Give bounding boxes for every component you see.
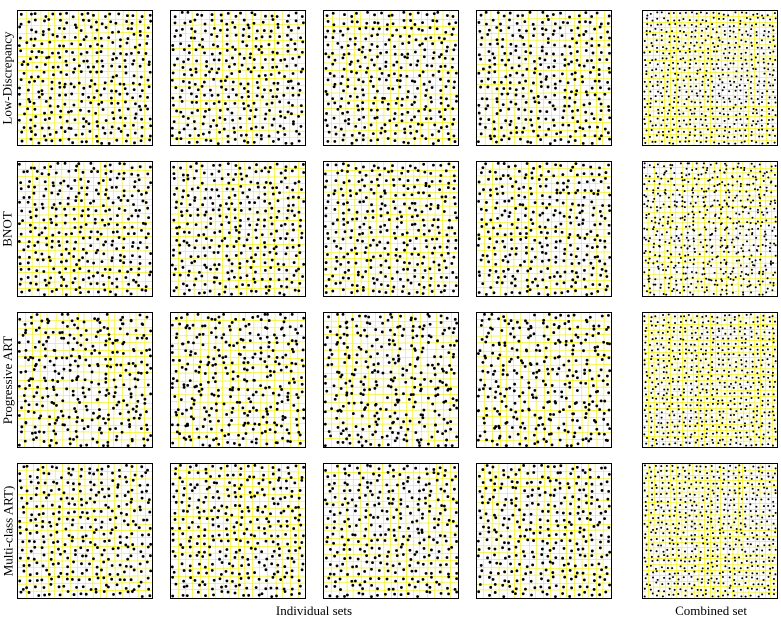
individual-set-panel xyxy=(476,10,612,146)
grid-lines xyxy=(18,464,152,598)
combined-set-panel xyxy=(642,161,778,297)
grid-lines xyxy=(18,11,152,145)
grid-lines xyxy=(324,464,458,598)
grid-lines xyxy=(643,162,777,296)
grid-lines xyxy=(643,313,777,447)
grid-lines xyxy=(324,11,458,145)
sample-points xyxy=(18,11,152,145)
grid-lines xyxy=(324,162,458,296)
individual-set-panel xyxy=(170,161,306,297)
row-label: Multi-class ART) xyxy=(0,463,16,599)
combined-set-panel xyxy=(642,10,778,146)
grid-lines xyxy=(477,162,611,296)
sample-points xyxy=(171,464,305,598)
individual-set-panel xyxy=(17,10,153,146)
individual-set-panel xyxy=(323,10,459,146)
sample-points xyxy=(171,313,305,447)
sample-points xyxy=(477,11,611,145)
sample-points xyxy=(18,313,152,447)
individual-set-panel xyxy=(323,161,459,297)
row-label: Low-Discrepancy xyxy=(0,10,16,146)
individual-set-panel xyxy=(170,463,306,599)
individual-set-panel xyxy=(323,312,459,448)
combined-set-panel xyxy=(642,312,778,448)
row-label-text: BNOT xyxy=(0,211,16,247)
individual-set-panel xyxy=(323,463,459,599)
sample-points xyxy=(643,464,777,598)
sample-points xyxy=(477,162,611,296)
sample-points xyxy=(643,162,777,296)
grid-lines xyxy=(171,464,305,598)
sample-points xyxy=(324,464,458,598)
grid-lines xyxy=(477,11,611,145)
row-label: BNOT xyxy=(0,161,16,297)
combined-set-panel xyxy=(642,463,778,599)
sample-points xyxy=(477,464,611,598)
caption-individual-sets: Individual sets xyxy=(275,603,353,618)
row-label-text: Low-Discrepancy xyxy=(0,31,16,125)
grid-lines xyxy=(643,464,777,598)
row-label: Progressive ART xyxy=(0,312,16,448)
individual-set-panel xyxy=(170,10,306,146)
grid-lines xyxy=(477,464,611,598)
sample-points xyxy=(643,313,777,447)
sample-points xyxy=(18,162,152,296)
sample-points xyxy=(324,162,458,295)
sample-points xyxy=(171,162,305,296)
sample-points xyxy=(324,11,458,145)
individual-set-panel xyxy=(170,312,306,448)
sample-points xyxy=(643,11,777,145)
sample-points xyxy=(324,313,458,447)
row-label-text: Multi-class ART) xyxy=(0,485,16,577)
individual-set-panel xyxy=(476,161,612,297)
sample-points xyxy=(18,464,152,598)
grid-lines xyxy=(171,162,305,296)
individual-set-panel xyxy=(476,463,612,599)
caption-combined-set: Combined set xyxy=(675,603,747,618)
grid-lines xyxy=(18,162,152,296)
individual-set-panel xyxy=(17,161,153,297)
individual-set-panel xyxy=(17,463,153,599)
sample-points xyxy=(477,313,611,447)
individual-set-panel xyxy=(476,312,612,448)
individual-set-panel xyxy=(17,312,153,448)
row-label-text: Progressive ART xyxy=(0,335,16,425)
grid-lines xyxy=(643,11,777,145)
grid-lines xyxy=(171,11,305,145)
sample-points xyxy=(171,11,305,145)
